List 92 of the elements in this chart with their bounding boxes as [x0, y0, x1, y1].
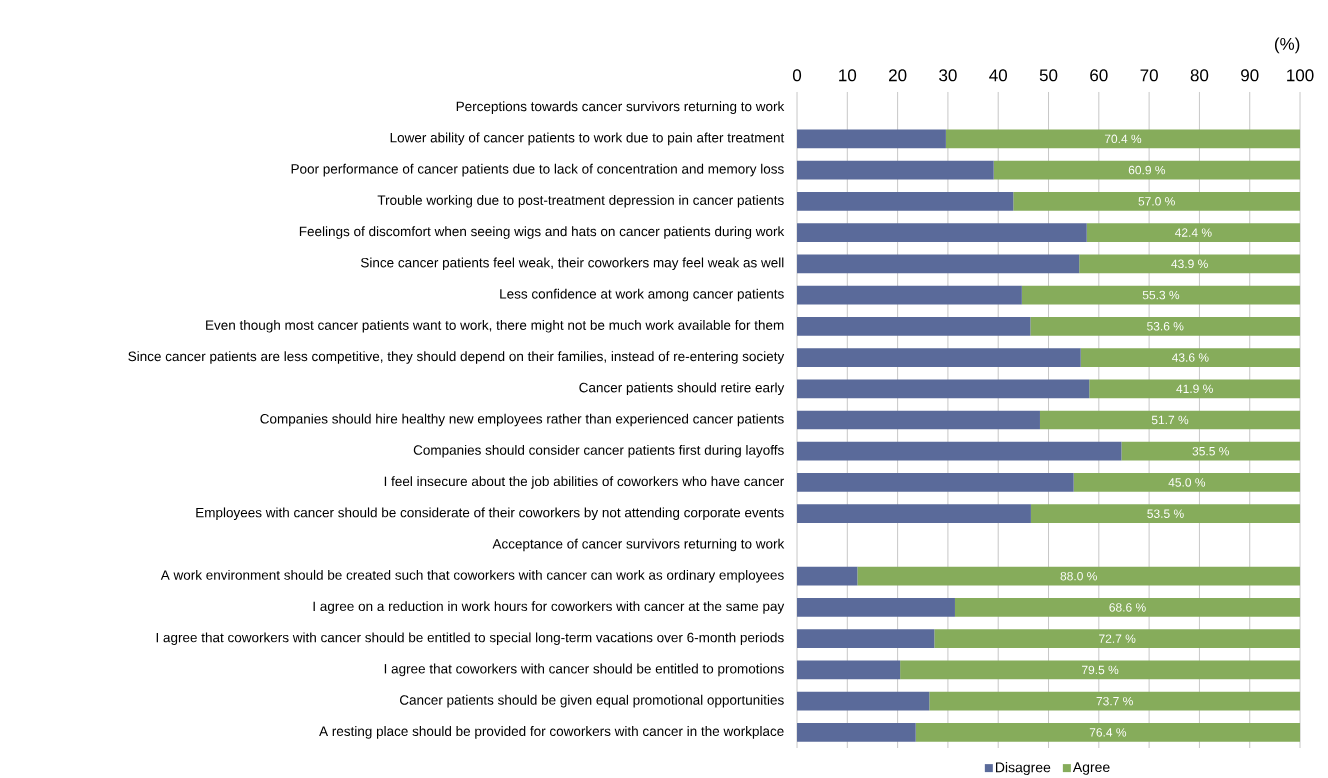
data-label: 72.7 % — [1099, 634, 1136, 643]
data-label: 76.4 % — [1089, 728, 1127, 737]
bar — [1079, 254, 1301, 274]
bar — [797, 660, 901, 680]
y-tick-label: Companies should hire healthy new employees rather than experienced cancer patients — [260, 413, 784, 427]
data-label: 55.3 % — [1142, 290, 1180, 300]
data-label: 68.6 % — [1109, 603, 1146, 612]
data-label: 41.9 % — [1176, 384, 1213, 394]
bar — [797, 223, 1087, 242]
data-label: 60.9 % — [1128, 165, 1166, 175]
bar — [915, 723, 1301, 742]
data-label: 35.5 % — [1192, 446, 1229, 456]
data-label: 43.9 % — [1171, 259, 1208, 269]
y-tick-label: I feel insecure about the job abilities of coworkers who have cancer — [384, 476, 785, 489]
y-tick-label: Cancer patients should retire early — [579, 382, 785, 396]
legend-label: Agree — [1072, 762, 1110, 775]
bar — [797, 504, 1031, 524]
x-tick-label: 90 — [1241, 69, 1259, 82]
data-label: 42.4 % — [1175, 228, 1212, 237]
bar — [797, 191, 1014, 211]
y-tick-label: Employees with cancer should be considerate of their coworkers by not attending corporate events — [196, 507, 784, 520]
bar — [934, 629, 1301, 649]
x-tick-label: 80 — [1190, 69, 1209, 82]
y-tick-label: Companies should consider cancer patients first during layoffs — [413, 444, 784, 458]
bar — [797, 160, 994, 180]
bar — [797, 441, 1122, 461]
y-tick-label: I agree that coworkers with cancer should be entitled to promotions — [384, 663, 784, 677]
bar — [797, 566, 858, 586]
bar — [797, 348, 1081, 367]
x-tick-label: 40 — [989, 69, 1008, 82]
bar — [929, 691, 1301, 711]
bar — [954, 598, 1301, 617]
data-label: 88.0 % — [1060, 571, 1097, 581]
data-label: 57.0 % — [1138, 197, 1175, 206]
y-tick-label: Lower ability of cancer patients to work due to pain after treatment — [390, 132, 785, 146]
bar — [797, 723, 916, 742]
bar — [945, 129, 1301, 149]
bar — [1086, 223, 1301, 242]
bar — [1030, 504, 1301, 524]
x-tick-label: 20 — [889, 69, 907, 82]
bar — [797, 629, 935, 649]
bar — [1021, 285, 1301, 305]
x-tick-label: 50 — [1039, 69, 1058, 82]
data-label: 45.0 % — [1168, 478, 1206, 487]
bar — [1080, 348, 1301, 367]
data-label: 73.7 % — [1096, 696, 1133, 706]
y-tick-label: Trouble working due to post-treatment depression in cancer patients — [377, 195, 784, 208]
y-tick-label: I agree on a reduction in work hours for coworkers with cancer at the same pay — [313, 601, 785, 614]
bar — [1121, 441, 1301, 461]
y-tick-label: A work environment should be created such that coworkers with cancer can work as ordinary employees — [160, 569, 784, 583]
x-tick-label: 100 — [1287, 69, 1314, 82]
bar — [1073, 473, 1301, 492]
bar — [797, 410, 1040, 430]
y-tick-label: Since cancer patients are less competitive, they should depend on their families, instead of re-entering society — [128, 351, 785, 364]
x-axis-title: (%) — [1274, 37, 1300, 54]
data-label: 53.6 % — [1147, 322, 1184, 331]
y-tick-label: Feelings of discomfort when seeing wigs and hats on cancer patients during work — [299, 226, 785, 239]
bar — [797, 691, 930, 711]
data-label: 79.5 % — [1082, 665, 1119, 675]
y-tick-label: Even though most cancer patients want to work, there might not be much work available for them — [206, 319, 784, 333]
bar — [1013, 191, 1301, 211]
y-tick-label: Perceptions towards cancer survivors returning to work — [456, 101, 785, 114]
bar — [900, 660, 1301, 680]
bar — [1039, 410, 1301, 430]
bar — [797, 316, 1031, 336]
bar — [993, 160, 1301, 180]
y-tick-label: Cancer patients should be given equal promotional opportunities — [399, 694, 784, 708]
data-label: 51.7 % — [1151, 415, 1189, 425]
x-tick-label: 70 — [1140, 69, 1158, 82]
bar — [797, 129, 946, 149]
bar — [797, 598, 955, 617]
y-tick-label: A resting place should be provided for coworkers with cancer in the workplace — [319, 726, 784, 739]
bar — [797, 254, 1080, 274]
y-tick-label: Poor performance of cancer patients due to lack of concentration and memory loss — [291, 163, 784, 177]
bar — [797, 473, 1074, 492]
x-tick-label: 60 — [1090, 69, 1108, 82]
bar — [797, 379, 1090, 399]
bar — [1030, 316, 1301, 336]
data-label: 70.4 % — [1104, 134, 1142, 144]
legend-label: Disagree — [995, 762, 1051, 776]
x-tick-label: 30 — [939, 69, 957, 82]
x-tick-label: 0 — [792, 69, 802, 82]
y-tick-label: Acceptance of cancer survivors returning to work — [492, 538, 785, 552]
y-tick-label: I agree that coworkers with cancer should be entitled to special long-term vacations over 6-month periods — [156, 632, 784, 645]
x-tick-label: 10 — [839, 69, 857, 82]
y-tick-label: Less confidence at work among cancer patients — [500, 288, 784, 302]
bar — [797, 285, 1022, 305]
y-tick-label: Since cancer patients feel weak, their coworkers may feel weak as well — [360, 257, 784, 271]
bar — [1089, 379, 1301, 399]
bar — [857, 566, 1301, 586]
data-label: 53.5 % — [1147, 509, 1184, 518]
data-label: 43.6 % — [1171, 353, 1209, 362]
